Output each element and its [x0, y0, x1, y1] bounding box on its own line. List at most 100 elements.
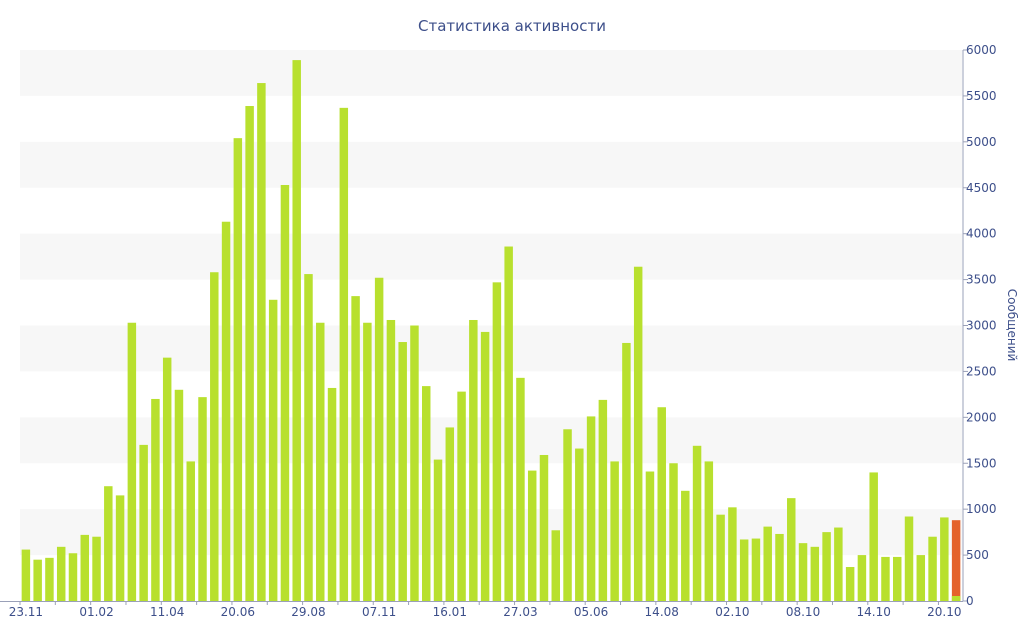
bar [739, 539, 749, 601]
y-tick-label: 500 [966, 548, 989, 562]
bar [940, 517, 949, 601]
bar-current [951, 520, 961, 601]
bar [21, 549, 31, 601]
bar [681, 490, 690, 601]
y-tick-label: 5000 [966, 135, 997, 149]
bar [104, 486, 113, 601]
x-tick-label: 08.10 [786, 605, 820, 619]
bar [127, 322, 137, 601]
bar [692, 445, 702, 601]
bar [563, 429, 572, 601]
bar [869, 472, 878, 601]
bar [33, 559, 42, 601]
x-tick-label: 07.11 [362, 605, 396, 619]
y-axis: 0 500 1000 1500 2000 2500 3000 3500 4000 4500 5000… [962, 43, 997, 608]
x-tick-label: 14.08 [645, 605, 679, 619]
bar [763, 526, 772, 601]
bar [433, 459, 443, 601]
bar [457, 391, 466, 601]
bar [139, 444, 148, 601]
bar [80, 534, 90, 601]
bar [798, 543, 808, 601]
bar [575, 448, 584, 601]
bar [221, 221, 231, 601]
bar [598, 399, 608, 601]
bar [198, 397, 207, 601]
grid-band [20, 50, 962, 96]
bar [445, 427, 455, 601]
x-axis: 23.11 01.02 11.04 20.06 29.08 07.11 16.01 27.03… [0, 601, 963, 619]
bar [704, 461, 714, 601]
bars-group [21, 60, 961, 602]
bar [892, 556, 902, 601]
y-tick-label: 1000 [966, 502, 997, 516]
x-tick-label: 29.08 [291, 605, 325, 619]
bar [351, 296, 360, 601]
bar [245, 106, 254, 601]
bar [316, 322, 325, 601]
bar [469, 319, 478, 601]
bar [421, 386, 431, 601]
bar [516, 377, 525, 601]
bar-current-base [951, 596, 961, 601]
bar [716, 514, 725, 601]
bar [257, 83, 266, 601]
y-tick-label: 0 [966, 594, 974, 608]
bar [327, 387, 337, 601]
bar [622, 342, 631, 601]
x-tick-label: 01.02 [79, 605, 113, 619]
y-tick-label: 1500 [966, 456, 997, 470]
y-tick-label: 3500 [966, 273, 997, 287]
bar [492, 282, 502, 601]
bar [398, 342, 407, 601]
grid-band [20, 233, 962, 280]
bar [633, 266, 643, 601]
bar [834, 527, 843, 601]
bar [787, 498, 796, 601]
bar [45, 557, 54, 601]
bar [374, 277, 384, 601]
bar [810, 546, 820, 601]
bar [728, 507, 737, 601]
y-axis-label: Сообщений [1005, 289, 1019, 362]
chart-title: Статистика активности [418, 17, 606, 35]
bar [174, 389, 184, 601]
bar [186, 461, 195, 601]
grid-band [20, 417, 962, 464]
grid-band [20, 325, 962, 372]
bar [151, 398, 160, 601]
y-tick-label: 2000 [966, 410, 997, 424]
bar [68, 553, 78, 601]
bar [928, 536, 937, 601]
bar [775, 533, 784, 601]
grid-bands [20, 50, 962, 556]
bar [657, 407, 666, 601]
bar [268, 299, 278, 601]
bar [386, 319, 396, 601]
bar [610, 461, 619, 601]
x-tick-label: 20.06 [221, 605, 255, 619]
x-tick-label: 05.06 [574, 605, 608, 619]
bar [845, 567, 855, 601]
bar [92, 536, 101, 601]
bar [410, 325, 419, 601]
bar [586, 416, 596, 601]
bar [339, 107, 349, 601]
x-tick-label: 14.10 [857, 605, 891, 619]
bar [527, 470, 537, 601]
bar [645, 471, 655, 601]
bar [881, 556, 890, 601]
bar [233, 138, 243, 601]
bar [669, 463, 678, 601]
y-tick-label: 4500 [966, 181, 997, 195]
bar [56, 546, 66, 601]
bar [210, 272, 219, 601]
bar [751, 538, 761, 601]
x-tick-label: 02.10 [715, 605, 749, 619]
y-tick-label: 2500 [966, 364, 997, 378]
bar [916, 555, 926, 601]
x-tick-label: 20.10 [927, 605, 961, 619]
y-tick-label: 4000 [966, 227, 997, 241]
bar [822, 532, 831, 601]
